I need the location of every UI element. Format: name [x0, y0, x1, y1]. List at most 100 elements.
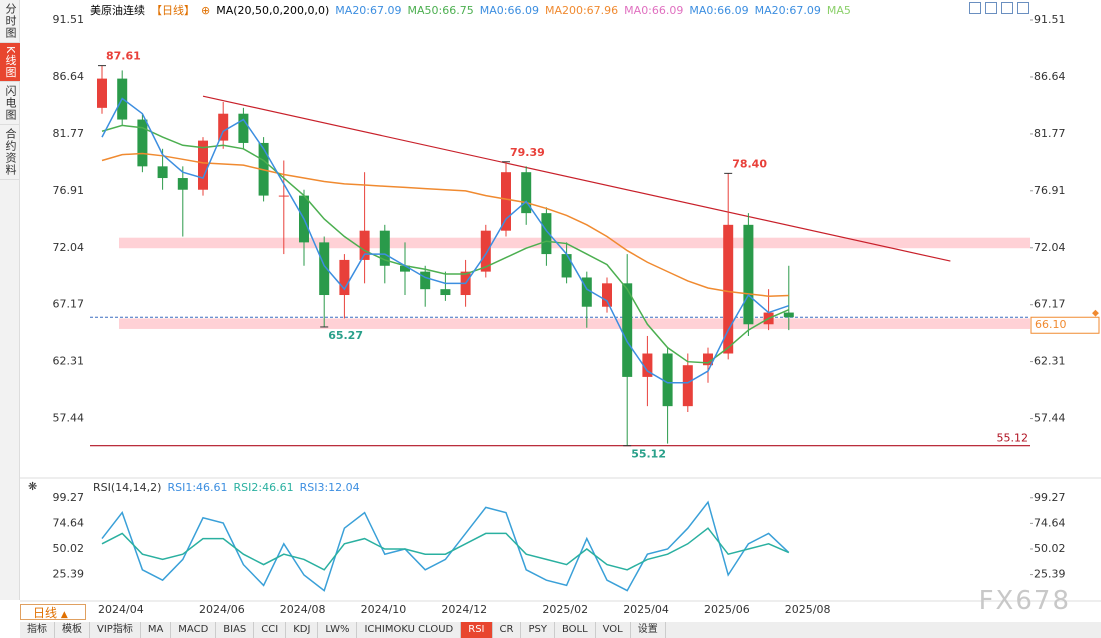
candle-body [339, 259, 350, 296]
ma-legend: MA200:67.96 [544, 3, 619, 17]
side-tab[interactable]: 闪电图 [0, 82, 20, 126]
y-tick-label: 91.51 [53, 13, 85, 26]
y-tick-label-right: 81.77 [1034, 127, 1066, 140]
icon[interactable] [985, 2, 997, 14]
tab[interactable]: LW% [318, 622, 358, 638]
tab[interactable]: VOL [596, 622, 631, 638]
candle-body [783, 312, 794, 318]
tab[interactable]: 设置 [631, 622, 666, 638]
candle-body [440, 289, 451, 296]
tab[interactable]: ICHIMOKU CLOUD [357, 622, 462, 638]
tab[interactable]: PSY [521, 622, 555, 638]
tab[interactable]: KDJ [286, 622, 319, 638]
tab[interactable]: MACD [171, 622, 217, 638]
tab[interactable]: VIP指标 [90, 622, 141, 638]
y-tick-label: 76.91 [53, 184, 85, 197]
rsi-icon: ❋ [28, 480, 37, 493]
x-tick-label: 2024/10 [361, 603, 407, 616]
tab[interactable]: MA [141, 622, 172, 638]
icon[interactable] [1017, 2, 1029, 14]
rsi-legend-item: RSI2:46.61 [234, 481, 294, 494]
zone [119, 318, 1030, 329]
rsi-title: RSI(14,14,2) [93, 481, 161, 494]
candle-body [400, 265, 410, 272]
candle-body [581, 277, 592, 307]
icon[interactable] [969, 2, 981, 14]
candle-body [541, 213, 552, 255]
last-price-arrow: ◆ [1092, 309, 1099, 319]
header: 美原油连续 【日线】 ⊕ MA(20,50,0,200,0,0) MA20:67… [90, 2, 851, 18]
tab[interactable]: CCI [254, 622, 287, 638]
annotation: 78.40 [732, 157, 767, 170]
candle-body [723, 224, 734, 354]
x-tick-label: 2024/04 [98, 603, 144, 616]
candle-body [501, 172, 511, 231]
y-tick-label: 81.77 [53, 127, 85, 140]
period-select[interactable]: 日线 ▲ [20, 604, 86, 620]
candle-body [561, 254, 572, 278]
rsi-legend-item: RSI3:12.04 [300, 481, 360, 494]
ma-legend: MA0:66.09 [689, 3, 749, 17]
y-tick-label: 72.04 [53, 241, 85, 254]
tab[interactable]: BIAS [216, 622, 255, 638]
candle-body [521, 172, 532, 214]
tab[interactable]: CR [493, 622, 522, 638]
candle-body [218, 113, 229, 141]
candle-body [420, 271, 431, 290]
y-tick-label: 62.31 [53, 355, 85, 368]
candle-body [379, 230, 390, 266]
y-tick-label: 50.02 [53, 542, 85, 555]
symbol: 美原油连续 [90, 4, 145, 17]
candle-body [177, 178, 188, 190]
tab[interactable]: BOLL [555, 622, 596, 638]
candle-body [97, 78, 107, 108]
rsi-legend-item: RSI1:46.61 [167, 481, 227, 494]
y-tick-label-right: 62.31 [1034, 355, 1066, 368]
x-tick-label: 2025/02 [542, 603, 588, 616]
side-tab[interactable]: 分时图 [0, 0, 20, 43]
y-tick-label-right: 25.39 [1034, 568, 1066, 581]
y-tick-label: 86.64 [53, 70, 85, 83]
rsi-legend: RSI(14,14,2) RSI1:46.61 RSI2:46.61 RSI3:12.… [93, 481, 360, 494]
candle-body [662, 353, 673, 407]
candle-body [622, 283, 633, 377]
zone [119, 237, 1030, 249]
candle-body [682, 365, 693, 407]
y-tick-label: 25.39 [53, 568, 85, 581]
ma-legend: MA5 [826, 3, 851, 17]
candle-body [238, 113, 249, 143]
candle-body [137, 119, 148, 167]
x-tick-label: 2024/12 [441, 603, 487, 616]
period: 【日线】 [151, 4, 195, 17]
candle-body [642, 353, 653, 377]
icon[interactable] [1001, 2, 1013, 14]
y-tick-label: 57.44 [53, 412, 85, 425]
tab[interactable]: 指标 [20, 622, 55, 638]
ma-legend: MA20:67.09 [754, 3, 821, 17]
tab[interactable]: RSI [461, 622, 493, 638]
x-tick-label: 2024/08 [280, 603, 326, 616]
y-tick-label: 67.17 [53, 298, 85, 311]
ma-legend: MA0:66.09 [479, 3, 539, 17]
watermark: FX678 [978, 586, 1071, 616]
annotation: 87.61 [106, 50, 141, 63]
indicator[interactable]: MA(20,50,0,200,0,0) [216, 3, 330, 17]
y-tick-label-right: 67.17 [1034, 298, 1066, 311]
tab[interactable]: 模板 [55, 622, 90, 638]
candle-body [198, 140, 208, 190]
series-line [101, 527, 790, 571]
series-line [101, 152, 789, 297]
caret: ▲ [60, 610, 68, 620]
side-tab[interactable]: K线图 [0, 43, 20, 83]
x-tick-label: 2025/04 [623, 603, 669, 616]
candle-body [480, 230, 491, 272]
last-price-label: 66.10 [1035, 318, 1067, 331]
last-price-box [1030, 316, 1100, 334]
series-line [101, 500, 790, 592]
side-tab[interactable]: 合约资料 [0, 125, 20, 181]
ma-legend: MA50:66.75 [407, 3, 474, 17]
add-icon[interactable]: ⊕ [201, 3, 211, 17]
candle-body [743, 224, 754, 325]
y-tick-label-right: 76.91 [1034, 184, 1066, 197]
